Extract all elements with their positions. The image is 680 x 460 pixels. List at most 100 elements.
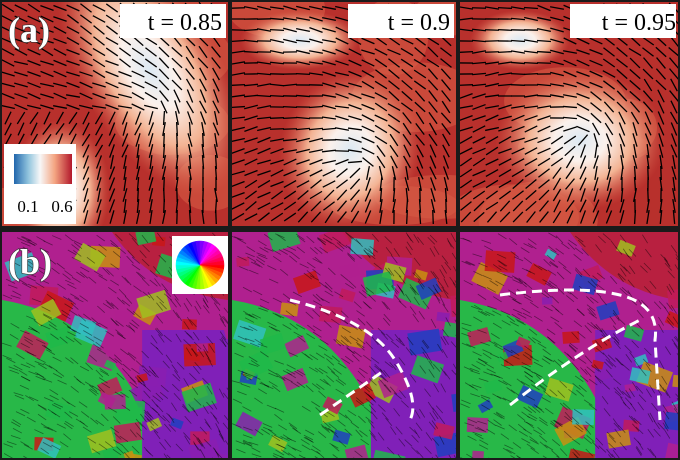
rod bbox=[332, 454, 339, 458]
rod bbox=[673, 408, 678, 415]
rod bbox=[240, 373, 251, 377]
rod bbox=[312, 309, 321, 318]
director bbox=[27, 3, 41, 13]
director bbox=[511, 137, 525, 143]
rod bbox=[49, 389, 59, 396]
rod bbox=[470, 393, 480, 398]
director bbox=[283, 201, 297, 211]
rod bbox=[492, 264, 502, 271]
director bbox=[79, 14, 93, 24]
rod bbox=[114, 391, 124, 398]
director bbox=[413, 69, 427, 79]
defect-line bbox=[509, 318, 641, 407]
rod bbox=[588, 307, 597, 316]
rod bbox=[368, 365, 377, 374]
rod bbox=[323, 353, 333, 360]
rod bbox=[131, 319, 140, 327]
director bbox=[400, 102, 414, 112]
director bbox=[134, 122, 142, 136]
rod bbox=[622, 401, 631, 410]
rod bbox=[371, 233, 380, 242]
director bbox=[632, 133, 638, 147]
rod bbox=[105, 299, 114, 307]
rod bbox=[131, 256, 141, 264]
rod bbox=[48, 324, 58, 331]
time-box bbox=[348, 4, 454, 38]
rod bbox=[172, 309, 180, 319]
director bbox=[17, 122, 25, 136]
director bbox=[244, 158, 258, 166]
rod bbox=[97, 385, 105, 393]
rod bbox=[589, 296, 599, 304]
director bbox=[335, 82, 349, 88]
director bbox=[460, 115, 473, 121]
rod bbox=[162, 360, 170, 369]
rod bbox=[453, 455, 456, 458]
director bbox=[427, 46, 439, 58]
rod bbox=[383, 313, 391, 322]
rod bbox=[56, 423, 67, 429]
rod bbox=[496, 412, 505, 420]
rod bbox=[428, 369, 435, 378]
rod bbox=[414, 271, 422, 280]
rod bbox=[629, 402, 637, 412]
director bbox=[405, 198, 409, 214]
rod bbox=[51, 404, 62, 410]
rod bbox=[665, 346, 672, 356]
rod bbox=[422, 300, 430, 309]
director bbox=[335, 48, 349, 56]
rod bbox=[20, 363, 31, 368]
director bbox=[334, 138, 350, 142]
cluster bbox=[436, 311, 450, 323]
director bbox=[53, 48, 67, 56]
rod bbox=[262, 423, 273, 428]
rod bbox=[547, 283, 557, 289]
rod bbox=[79, 323, 89, 329]
director bbox=[589, 81, 603, 89]
rod bbox=[40, 447, 50, 455]
director bbox=[232, 94, 246, 98]
rod bbox=[311, 401, 321, 408]
rod bbox=[495, 280, 505, 287]
director bbox=[322, 6, 336, 10]
director bbox=[188, 154, 192, 170]
rod bbox=[140, 413, 147, 423]
director bbox=[537, 4, 551, 12]
director bbox=[374, 36, 388, 46]
rod bbox=[470, 370, 481, 375]
rod bbox=[520, 381, 530, 387]
rod bbox=[136, 375, 145, 383]
director bbox=[391, 166, 397, 180]
director bbox=[105, 3, 119, 13]
rod bbox=[521, 365, 531, 371]
director bbox=[659, 198, 663, 214]
cluster bbox=[136, 373, 149, 383]
director bbox=[512, 200, 524, 212]
rod bbox=[110, 426, 120, 434]
rod bbox=[573, 453, 579, 458]
rod bbox=[473, 316, 483, 323]
director bbox=[295, 72, 311, 76]
rod bbox=[47, 257, 57, 265]
rod bbox=[149, 270, 158, 278]
director bbox=[387, 124, 401, 134]
director bbox=[323, 201, 335, 211]
director bbox=[108, 122, 116, 136]
rod bbox=[556, 455, 561, 458]
director bbox=[444, 209, 448, 225]
director bbox=[593, 188, 599, 202]
rod bbox=[452, 363, 456, 370]
director bbox=[148, 144, 154, 158]
rod bbox=[556, 287, 565, 295]
director bbox=[270, 190, 284, 200]
rod bbox=[324, 281, 333, 290]
rod bbox=[326, 358, 335, 366]
director bbox=[537, 147, 551, 155]
rod bbox=[662, 422, 669, 432]
director bbox=[159, 90, 169, 102]
rod bbox=[614, 391, 623, 399]
rod bbox=[383, 301, 391, 311]
rod bbox=[441, 255, 449, 264]
cluster bbox=[129, 453, 142, 458]
rod bbox=[432, 410, 439, 420]
